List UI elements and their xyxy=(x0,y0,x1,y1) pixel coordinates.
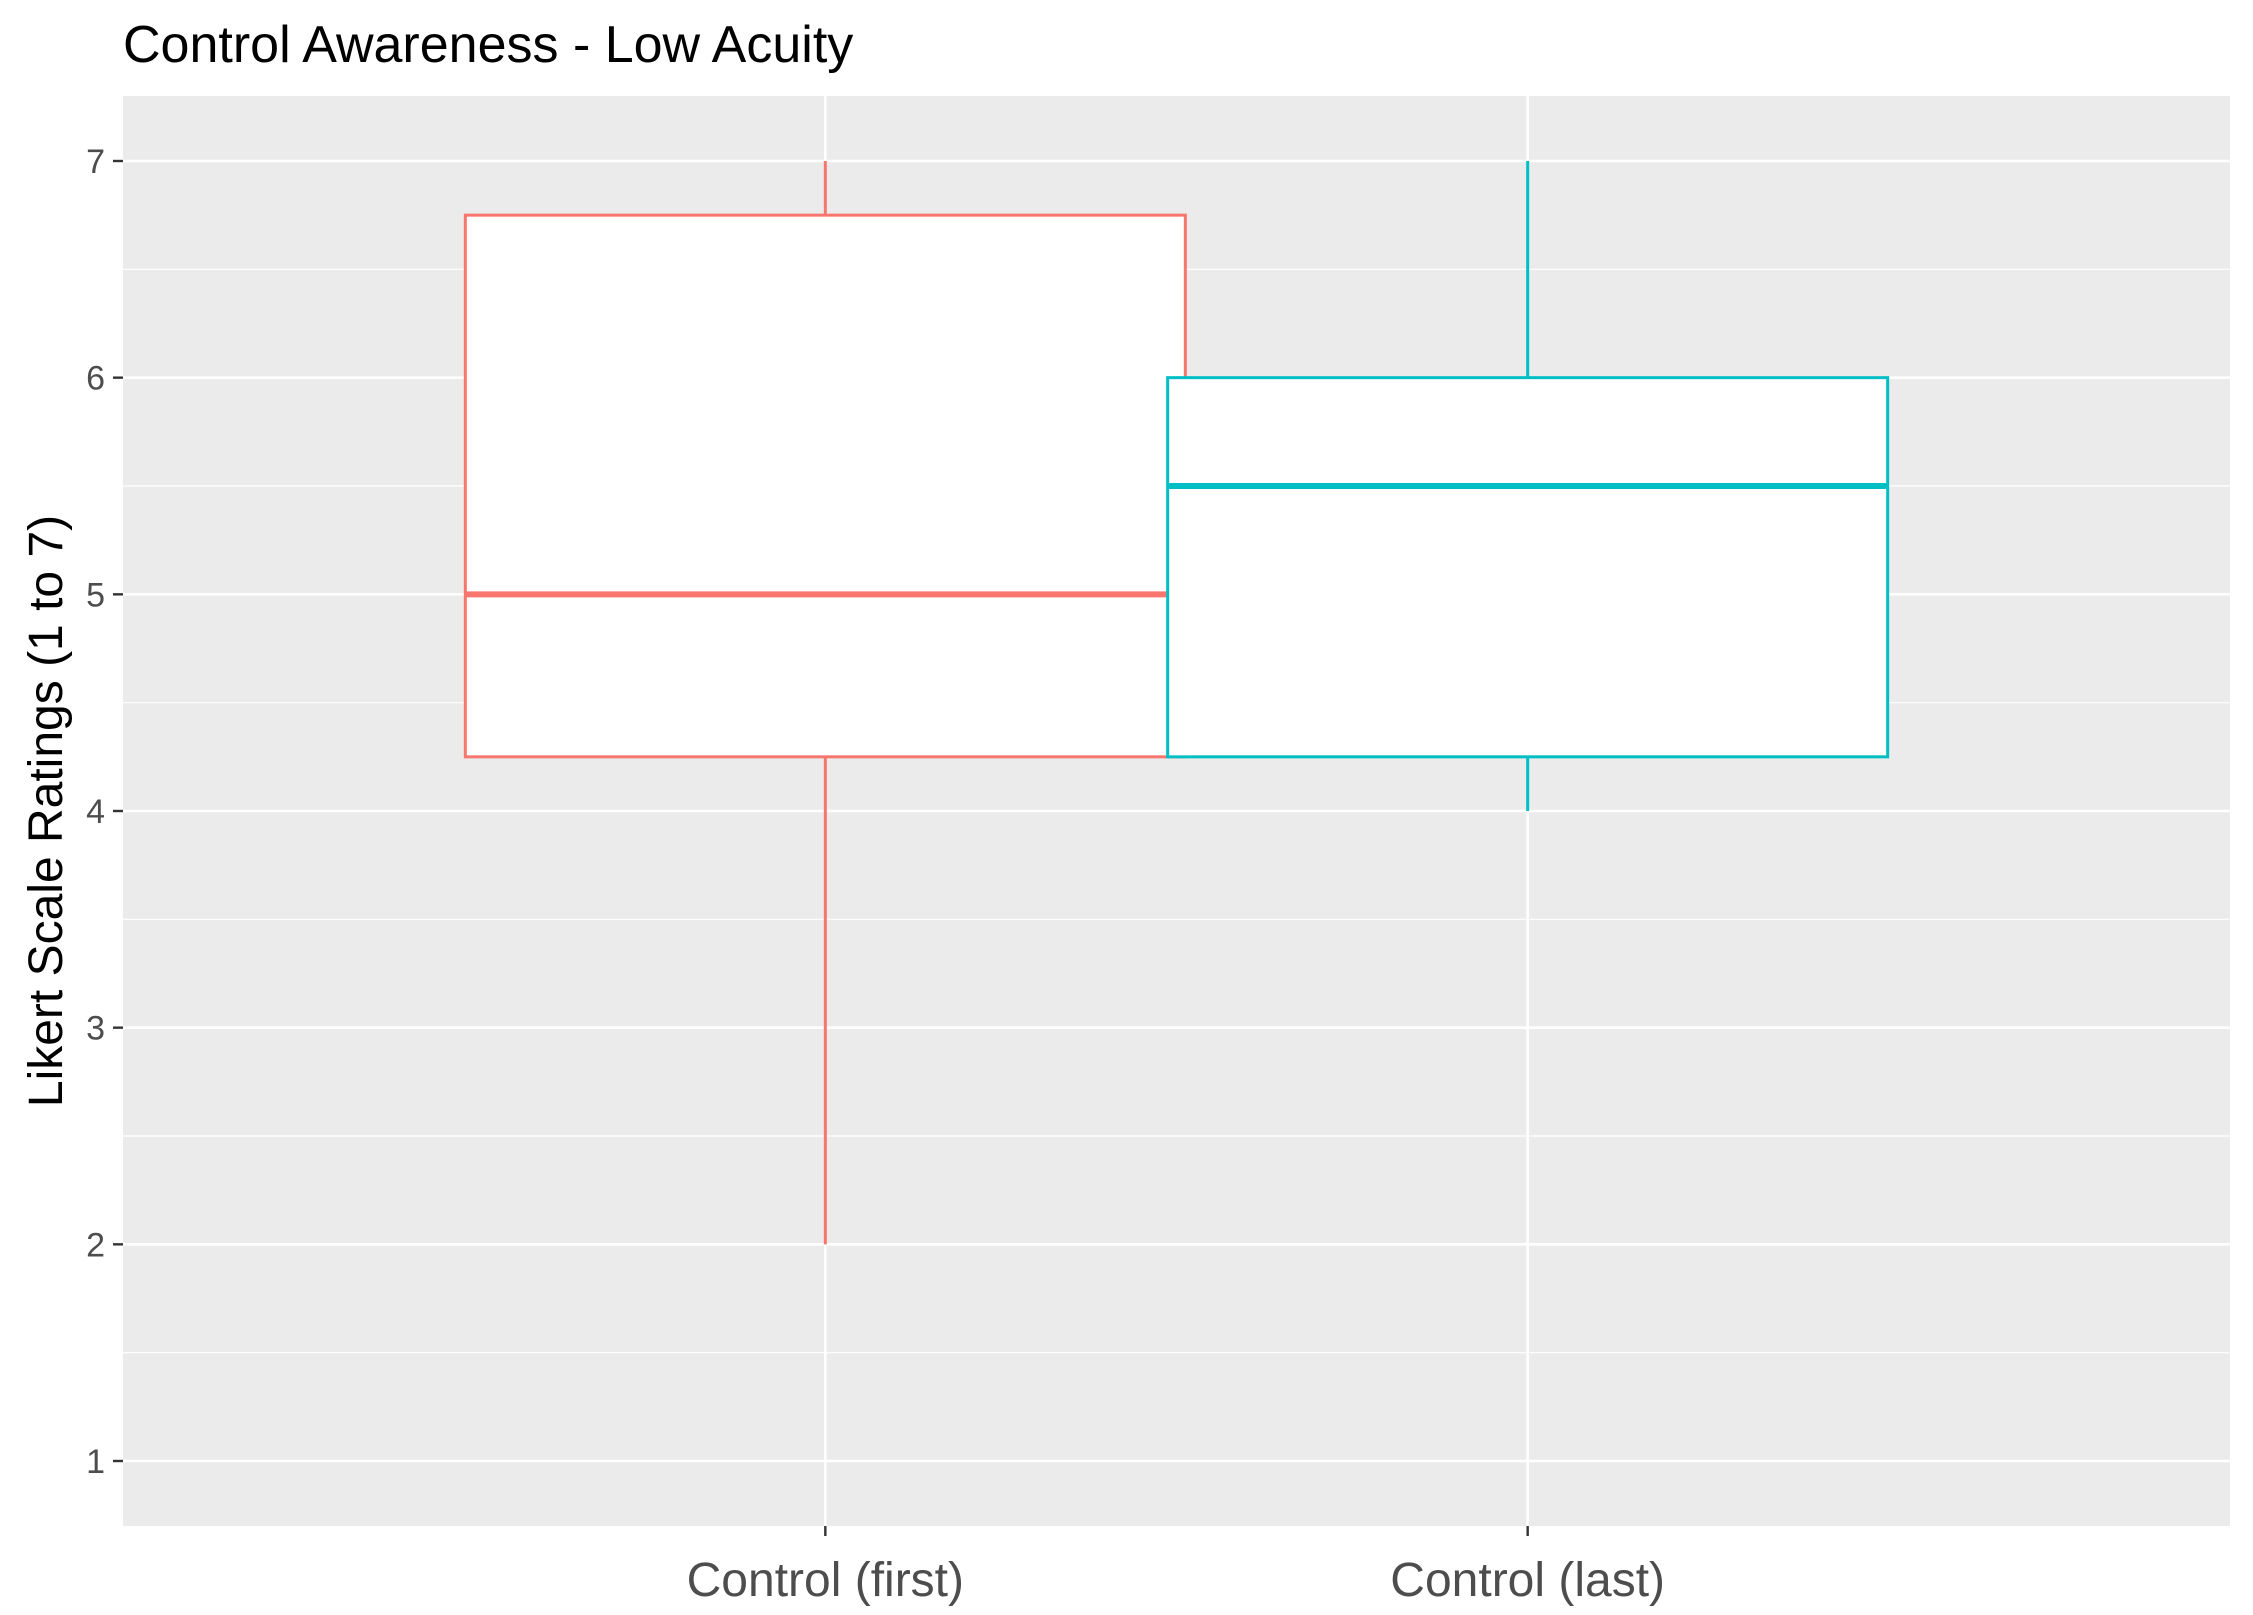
y-tick-label: 3 xyxy=(86,1010,105,1048)
x-axis: Control (first) Control (last) xyxy=(687,1526,1665,1607)
box-group xyxy=(463,161,1187,1245)
x-tick-label: Control (first) xyxy=(687,1554,964,1607)
y-tick-label: 1 xyxy=(86,1443,105,1481)
boxes xyxy=(463,161,1890,1245)
y-tick-label: 4 xyxy=(86,793,105,831)
box xyxy=(463,213,1187,759)
chart-title: Control Awareness - Low Acuity xyxy=(123,16,853,74)
y-axis-label: Likert Scale Ratings (1 to 7) xyxy=(20,515,73,1107)
box-group xyxy=(1166,161,1890,811)
y-tick-label: 2 xyxy=(86,1226,105,1264)
y-tick-label: 5 xyxy=(86,576,105,614)
box xyxy=(1166,376,1890,759)
y-axis: 1 2 3 4 5 6 7 xyxy=(86,143,123,1481)
y-tick-label: 6 xyxy=(86,360,105,398)
x-tick-label: Control (last) xyxy=(1390,1554,1665,1607)
y-tick-label: 7 xyxy=(86,143,105,181)
